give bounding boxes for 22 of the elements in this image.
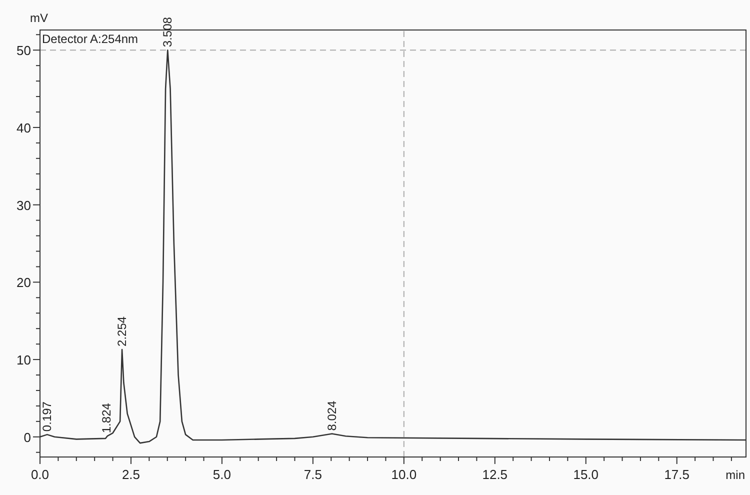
- annotation: 0.197: [40, 401, 54, 432]
- y-tick-label: 0: [24, 430, 31, 445]
- annotation: 3.508: [160, 16, 175, 48]
- annotation: 2.254: [115, 316, 130, 346]
- x-tick-label: 12.5: [482, 467, 508, 482]
- annotation: 8.024: [325, 400, 340, 431]
- y-tick-label: 30: [16, 198, 31, 213]
- annotation: 1.824: [99, 402, 114, 434]
- x-tick-label: 2.5: [122, 467, 140, 482]
- y-axis-title: mV: [30, 11, 48, 25]
- x-axis-title: min: [726, 468, 745, 482]
- x-tick-label: 10.0: [391, 467, 417, 482]
- x-tick-label: 15.0: [573, 467, 599, 482]
- x-tick-label: 0.0: [30, 467, 50, 482]
- y-tick-label: 50: [16, 43, 31, 58]
- y-tick-label: 10: [16, 352, 31, 368]
- x-tick-label: 5.0: [212, 467, 231, 482]
- y-tick-label: 20: [16, 275, 31, 290]
- y-tick-label: 40: [16, 120, 31, 136]
- chart-title: Detector A:254nm: [42, 32, 138, 46]
- x-tick-label: 17.5: [664, 467, 690, 482]
- x-tick-label: 7.5: [304, 467, 322, 482]
